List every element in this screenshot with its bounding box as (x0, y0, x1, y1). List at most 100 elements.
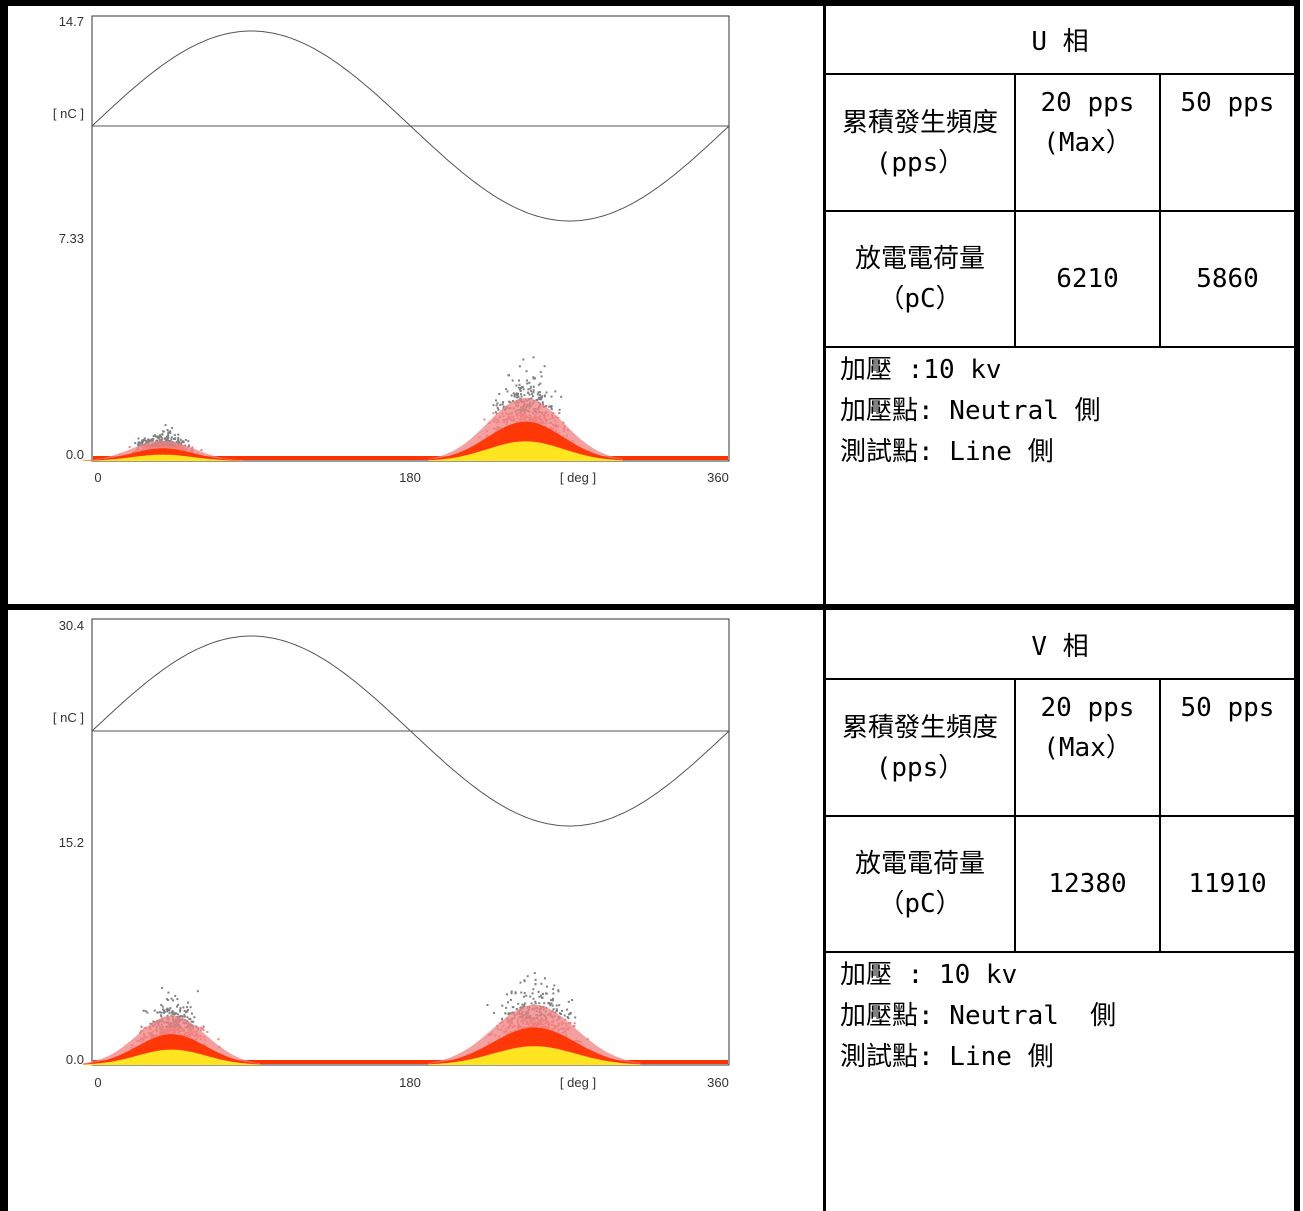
discharge-point (546, 985, 548, 988)
discharge-point (537, 990, 540, 993)
discharge-point (180, 1014, 183, 1017)
discharge-point (158, 1011, 161, 1014)
discharge-point (176, 998, 179, 1001)
discharge-point (167, 1009, 170, 1012)
discharge-point (144, 1010, 147, 1013)
discharge-point (539, 382, 542, 385)
discharge-point (186, 1016, 189, 1019)
discharge-point (156, 435, 159, 438)
discharge-point (539, 371, 542, 374)
discharge-point (543, 1002, 546, 1005)
discharge-point (160, 1015, 163, 1018)
discharge-point (176, 440, 179, 443)
discharge-point (537, 391, 540, 394)
discharge-point (551, 999, 554, 1002)
discharge-point (179, 1007, 182, 1010)
discharge-point (532, 356, 535, 359)
test-conditions: 加壓 : 10 kv 加壓點: Neutral 側 測試點: Line 側 (826, 953, 1294, 1211)
border-top (0, 0, 1300, 6)
discharge-point (557, 412, 560, 415)
discharge-point (505, 993, 508, 996)
discharge-point (163, 1011, 166, 1014)
discharge-point (538, 995, 541, 998)
discharge-point (509, 1012, 512, 1015)
discharge-point (532, 988, 535, 991)
discharge-point (498, 393, 501, 395)
discharge-point (136, 443, 139, 446)
discharge-point (515, 396, 518, 399)
discharge-cluster-1 (83, 986, 261, 1065)
discharge-point (552, 988, 555, 991)
discharge-point (137, 441, 140, 444)
discharge-point (521, 1003, 524, 1006)
discharge-point (574, 1016, 577, 1019)
discharge-point (510, 992, 513, 995)
discharge-point (519, 981, 522, 984)
discharge-point (508, 400, 511, 403)
plot-area (91, 15, 730, 462)
discharge-point (557, 989, 560, 992)
discharge-point (187, 1001, 189, 1004)
discharge-density-layer-3 (428, 441, 623, 461)
discharge-point (543, 365, 546, 368)
discharge-point (157, 436, 159, 439)
discharge-point (178, 1015, 181, 1018)
discharge-point (573, 1022, 576, 1025)
discharge-point (177, 433, 180, 436)
note-voltage: 加壓 : 10 kv (840, 960, 1018, 990)
discharge-point (171, 427, 174, 429)
discharge-point (140, 1030, 142, 1033)
discharge-point (170, 1011, 173, 1014)
discharge-point (160, 1003, 163, 1006)
discharge-point (539, 391, 541, 394)
discharge-point (517, 395, 520, 398)
discharge-point (567, 1000, 570, 1003)
discharge-point (166, 998, 169, 1001)
discharge-point (162, 430, 165, 433)
discharge-point (145, 439, 148, 442)
frequency-label-cell: 累積發生頻度(pps） (826, 680, 1016, 817)
discharge-point (191, 446, 194, 449)
discharge-point (511, 1006, 514, 1009)
note-applied-point: 加壓點: Neutral 側 (840, 1001, 1117, 1031)
discharge-point (537, 397, 540, 400)
column-divider (823, 0, 826, 1211)
discharge-point (138, 442, 141, 445)
discharge-point (510, 990, 513, 993)
discharge-point (190, 1020, 193, 1023)
y-tick-mid: 15.2 (59, 835, 84, 850)
discharge-point (158, 437, 161, 440)
discharge-point (147, 439, 150, 441)
discharge-point (522, 388, 525, 391)
discharge-point (496, 402, 499, 405)
discharge-point (536, 398, 539, 401)
discharge-point (519, 390, 522, 392)
discharge-point (169, 432, 172, 434)
discharge-point (530, 390, 533, 393)
discharge-point (545, 391, 548, 394)
discharge-point (532, 385, 535, 388)
y-tick-mid: 7.33 (59, 231, 84, 246)
discharge-point (168, 1012, 171, 1015)
note-test-point: 測試點: Line 側 (840, 437, 1054, 467)
discharge-point (167, 999, 170, 1002)
phase-title: U 相 (826, 6, 1294, 75)
discharge-point (200, 1026, 202, 1029)
discharge-point (567, 1017, 570, 1020)
discharge-point (179, 1010, 181, 1013)
discharge-point (528, 393, 531, 396)
discharge-point (148, 440, 151, 443)
discharge-point (182, 1006, 185, 1009)
discharge-point (186, 1006, 188, 1009)
discharge-point (173, 1013, 176, 1016)
discharge-point (527, 388, 530, 391)
discharge-point (155, 439, 158, 442)
discharge-point (532, 389, 535, 392)
discharge-point (177, 1013, 180, 1016)
discharge-point (550, 406, 553, 409)
discharge-point (509, 998, 512, 1001)
frequency-label: 累積發生頻度(pps） (841, 107, 998, 178)
discharge-point (514, 992, 517, 995)
discharge-point (492, 412, 495, 415)
discharge-point (530, 385, 533, 388)
